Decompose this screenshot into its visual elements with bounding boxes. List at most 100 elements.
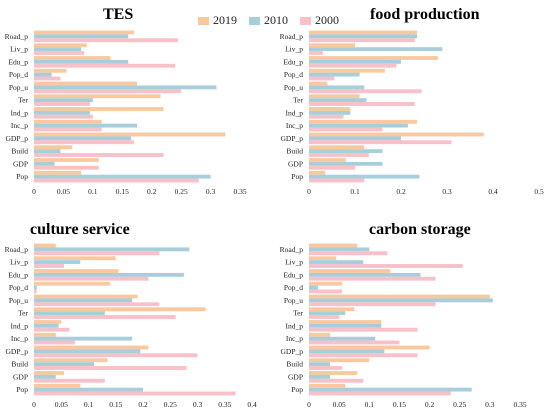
food-production-bar-pop-2019 <box>309 170 326 175</box>
food-production-category-label-gdp-p: GDP_p <box>280 134 303 143</box>
food-production-bar-ter-2010 <box>309 98 367 103</box>
culture-service-bar-pop-u-2000 <box>34 302 160 307</box>
tes-bar-pop-u-2019 <box>34 81 137 86</box>
carbon-storage-bar-liv-p-2000 <box>309 264 463 268</box>
food-production-category-label-build: Build <box>286 147 303 156</box>
tes-bar-edu-p-2010 <box>34 59 129 64</box>
carbon-storage-bar-liv-p-2019 <box>309 256 337 261</box>
food-production-bar-edu-p-2019 <box>309 56 438 60</box>
culture-service-bar-pop-d-2010 <box>34 285 37 290</box>
carbon-storage-bar-liv-p-2010 <box>309 260 364 265</box>
carbon-storage-category-label-gdp-p: GDP_p <box>280 347 303 356</box>
legend-label-2000: 2000 <box>315 13 339 27</box>
food-production-bar-ind-p-2019 <box>309 107 351 111</box>
culture-service-bar-edu-p-2000 <box>34 276 149 281</box>
carbon-storage-bar-ind-p-2019 <box>309 320 382 324</box>
culture-service-bar-liv-p-2000 <box>34 264 64 268</box>
carbon-storage-bar-road-p-2019 <box>309 243 358 248</box>
carbon-storage-bar-gdp-2010 <box>309 374 331 379</box>
food-production-category-label-gdp: GDP <box>288 159 303 168</box>
tes-category-label-pop-u: Pop_u <box>9 83 28 92</box>
food-production-bar-pop-d-2010 <box>309 72 360 77</box>
tes-bar-gdp-p-2010 <box>34 136 132 141</box>
tes-category-label-gdp-p: GDP_p <box>5 134 28 143</box>
tes-bar-build-2019 <box>34 145 73 150</box>
tes-bar-edu-p-2019 <box>34 56 111 60</box>
food-production-x-tick-0-3: 0.3 <box>442 187 452 196</box>
food-production-bar-gdp-p-2019 <box>309 132 484 137</box>
tes-bar-ind-p-2010 <box>34 110 90 115</box>
tes-bar-gdp-p-2000 <box>34 140 135 145</box>
food-production-x-tick-0-5: 0.5 <box>534 187 544 196</box>
food-production-x-tick-0-1: 0.1 <box>350 187 360 196</box>
food-production-category-label-pop-u: Pop_u <box>284 83 303 92</box>
carbon-storage-category-label-build: Build <box>286 360 303 369</box>
food-production-bar-ind-p-2000 <box>309 114 344 119</box>
carbon-storage-bar-pop-d-2010 <box>309 285 319 290</box>
carbon-storage-title: carbon storage <box>369 221 471 238</box>
culture-service-bar-build-2010 <box>34 362 94 367</box>
legend: 2019 2010 2000 <box>198 13 339 28</box>
tes-category-label-gdp: GDP <box>13 159 28 168</box>
culture-service-bar-inc-p-2019 <box>34 332 56 337</box>
legend-swatch-2019 <box>198 16 209 25</box>
culture-service-x-tick-0-2: 0.2 <box>138 400 148 409</box>
carbon-storage-category-label-edu-p: Edu_p <box>283 270 303 279</box>
tes-x-tick-0-1: 0.1 <box>88 187 98 196</box>
legend-label-2019: 2019 <box>213 13 237 27</box>
carbon-storage-bar-gdp-p-2000 <box>309 353 418 358</box>
culture-service-bar-pop-2010 <box>34 387 143 392</box>
chart-tes: TES Road_p Liv_p Edu_p Pop_d Pop_u Ter Ind_p Inc… <box>5 6 247 196</box>
food-production-bar-gdp-2010 <box>309 161 383 166</box>
food-production-category-label-inc-p: Inc_p <box>286 121 303 130</box>
tes-bar-road-p-2000 <box>34 38 179 43</box>
food-production-bar-gdp-2000 <box>309 165 355 170</box>
tes-bar-inc-p-2000 <box>34 127 102 132</box>
food-production-bar-road-p-2000 <box>309 38 415 43</box>
carbon-storage-bar-edu-p-2000 <box>309 276 436 281</box>
legend-item-2010: 2010 <box>249 13 288 28</box>
tes-bar-liv-p-2019 <box>34 43 87 48</box>
food-production-bar-gdp-2019 <box>309 158 346 162</box>
carbon-storage-bar-pop-u-2010 <box>309 298 493 303</box>
tes-bar-gdp-2019 <box>34 158 99 162</box>
culture-service-x-tick-0-15: 0.15 <box>109 400 122 409</box>
tes-bar-inc-p-2019 <box>34 119 102 124</box>
carbon-storage-bar-pop-2019 <box>309 383 346 388</box>
food-production-bar-edu-p-2010 <box>309 59 401 64</box>
tes-category-label-ter: Ter <box>18 96 28 105</box>
culture-service-bar-gdp-p-2019 <box>34 345 149 350</box>
legend-swatch-2010 <box>249 16 260 25</box>
food-production-x-tick-0: 0 <box>307 187 311 196</box>
carbon-storage-x-tick-0-05: 0.05 <box>333 400 346 409</box>
tes-bar-road-p-2010 <box>34 34 129 39</box>
culture-service-bar-road-p-2000 <box>34 251 160 256</box>
culture-service-bar-pop-u-2019 <box>34 294 138 299</box>
culture-service-bar-inc-p-2000 <box>34 340 75 345</box>
tes-bar-pop-d-2010 <box>34 72 52 77</box>
tes-category-label-ind-p: Ind_p <box>11 108 29 117</box>
culture-service-bar-liv-p-2010 <box>34 260 81 265</box>
carbon-storage-x-tick-0-35: 0.35 <box>513 400 526 409</box>
culture-service-x-tick-0-35: 0.35 <box>218 400 231 409</box>
culture-service-title: culture service <box>30 221 130 238</box>
carbon-storage-category-label-liv-p: Liv_p <box>285 258 303 267</box>
culture-service-x-tick-0-1: 0.1 <box>84 400 94 409</box>
carbon-storage-bar-ter-2000 <box>309 315 340 319</box>
culture-service-bar-build-2019 <box>34 358 108 363</box>
food-production-category-label-pop: Pop <box>291 172 303 181</box>
tes-x-tick-0-25: 0.25 <box>175 187 188 196</box>
tes-bar-edu-p-2000 <box>34 63 176 68</box>
culture-service-bar-ind-p-2000 <box>34 327 70 332</box>
tes-bar-pop-2019 <box>34 170 82 175</box>
culture-service-bar-ter-2010 <box>34 311 105 316</box>
legend-item-2000: 2000 <box>300 13 339 28</box>
food-production-category-label-edu-p: Edu_p <box>283 57 303 66</box>
carbon-storage-bar-build-2019 <box>309 358 370 363</box>
food-production-x-tick-0-4: 0.4 <box>488 187 498 196</box>
culture-service-x-tick-0: 0 <box>32 400 36 409</box>
carbon-storage-bar-inc-p-2019 <box>309 332 331 337</box>
carbon-storage-bar-road-p-2000 <box>309 251 388 256</box>
food-production-bar-inc-p-2019 <box>309 119 418 124</box>
tes-bar-pop-2000 <box>34 178 199 183</box>
